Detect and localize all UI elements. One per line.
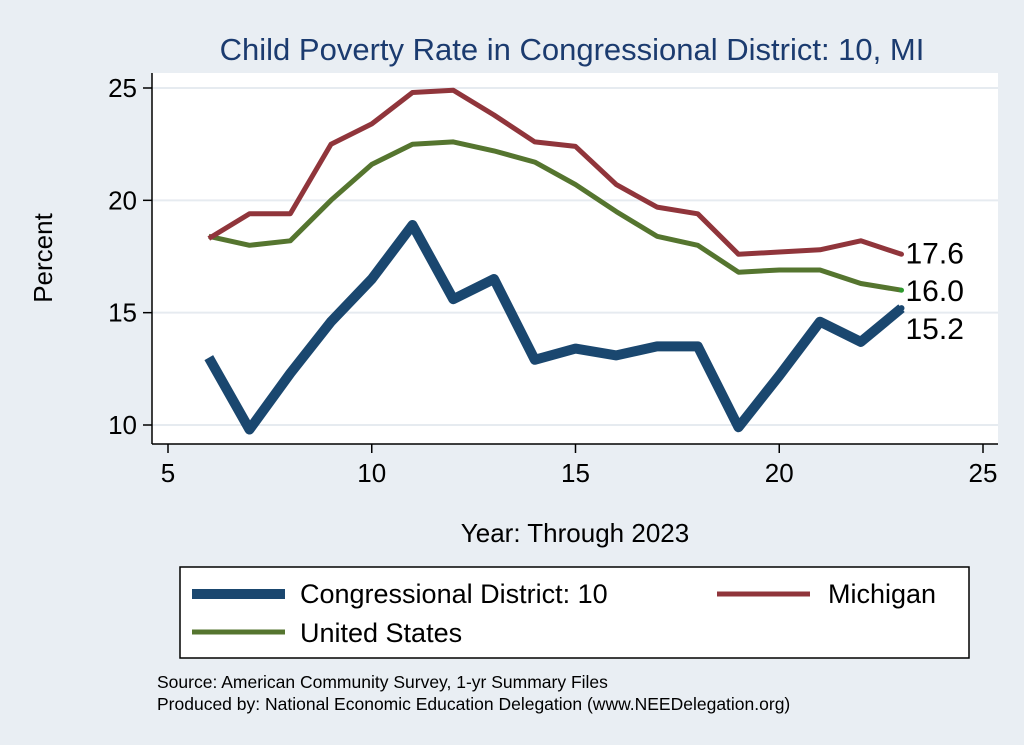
end-label-michigan: 17.6 xyxy=(906,237,964,270)
x-tick-label: 5 xyxy=(161,458,175,488)
series-line-district xyxy=(204,220,905,435)
x-tick-label: 25 xyxy=(969,458,998,488)
gridlines xyxy=(152,87,998,426)
legend-label-united-states: United States xyxy=(300,618,462,648)
end-point-united-states xyxy=(899,287,904,293)
end-labels: 15.2 17.6 16.0 xyxy=(898,237,964,346)
chart-title: Child Poverty Rate in Congressional Dist… xyxy=(220,32,925,67)
legend: Congressional District: 10 Michigan Unit… xyxy=(179,566,970,659)
series-line-united-states xyxy=(208,139,902,293)
legend-label-district: Congressional District: 10 xyxy=(300,579,608,609)
x-tick-label: 15 xyxy=(561,458,590,488)
y-tick-label: 10 xyxy=(108,410,137,440)
series-lines xyxy=(204,87,905,435)
y-tick-label: 20 xyxy=(108,185,137,215)
legend-label-michigan: Michigan xyxy=(828,579,936,609)
x-tick-label: 10 xyxy=(357,458,386,488)
x-axis-title: Year: Through 2023 xyxy=(461,518,689,548)
series-line-michigan xyxy=(207,87,903,257)
end-label-district: 15.2 xyxy=(906,313,964,346)
source-note: Source: American Community Survey, 1-yr … xyxy=(157,672,608,692)
plot-area xyxy=(152,73,998,444)
end-label-united-states: 16.0 xyxy=(906,275,964,308)
y-tick-label: 15 xyxy=(108,298,137,328)
axes xyxy=(143,73,998,453)
end-point-district xyxy=(898,305,905,312)
tick-labels: 10 15 20 25 5 10 15 20 25 xyxy=(108,73,997,488)
end-point-michigan xyxy=(899,251,904,257)
y-axis-title: Percent xyxy=(28,212,58,302)
produced-by-note: Produced by: National Economic Education… xyxy=(157,694,790,714)
y-tick-label: 25 xyxy=(108,73,137,103)
legend-box xyxy=(179,566,970,659)
x-tick-label: 20 xyxy=(765,458,794,488)
